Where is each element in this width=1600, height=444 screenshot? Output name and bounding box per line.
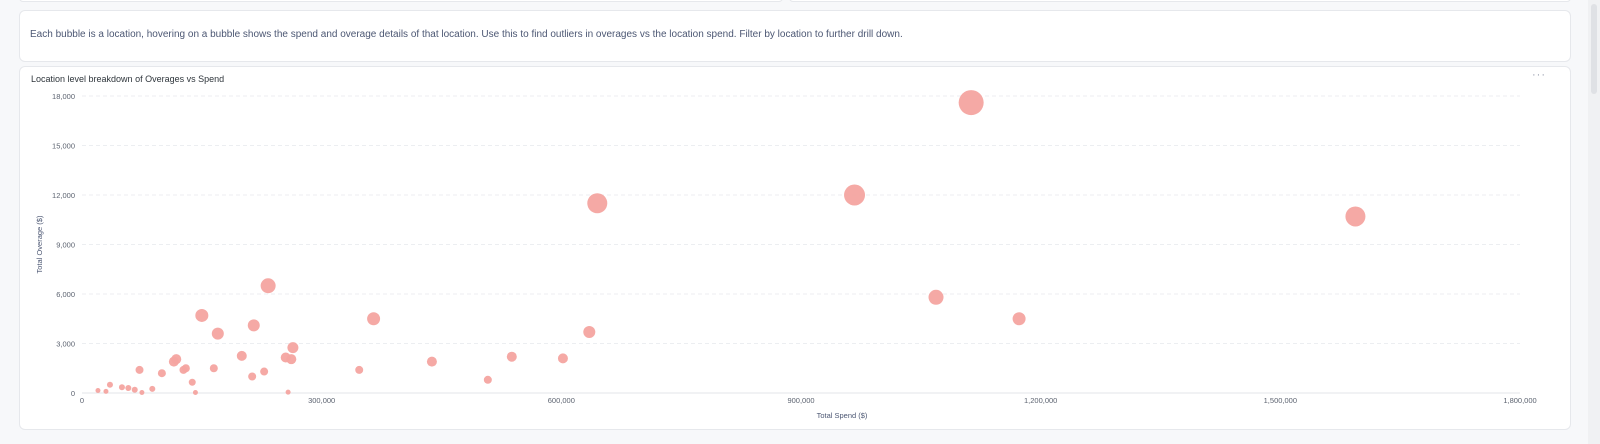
x-tick-label: 300,000 bbox=[308, 396, 335, 405]
data-point[interactable] bbox=[135, 365, 144, 374]
data-point[interactable] bbox=[355, 365, 364, 374]
y-tick-label: 9,000 bbox=[56, 241, 75, 250]
data-point[interactable] bbox=[1345, 206, 1366, 227]
y-tick-label: 18,000 bbox=[52, 92, 75, 101]
data-point[interactable] bbox=[171, 354, 182, 365]
y-tick-label: 0 bbox=[71, 389, 75, 398]
scrollbar-thumb[interactable] bbox=[1591, 4, 1597, 94]
data-point[interactable] bbox=[247, 319, 260, 332]
x-axis-label: Total Spend ($) bbox=[817, 411, 868, 420]
data-point[interactable] bbox=[367, 312, 381, 326]
chart-title: Location level breakdown of Overages vs … bbox=[31, 74, 225, 84]
data-point[interactable] bbox=[149, 385, 156, 392]
data-point[interactable] bbox=[139, 390, 145, 396]
description-card: Each bubble is a location, hovering on a… bbox=[19, 10, 1571, 62]
description-text: Each bubble is a location, hovering on a… bbox=[30, 29, 903, 40]
x-tick-label: 600,000 bbox=[548, 396, 575, 405]
data-point[interactable] bbox=[1012, 312, 1026, 326]
data-point[interactable] bbox=[157, 369, 166, 378]
data-point[interactable] bbox=[587, 193, 608, 214]
data-point[interactable] bbox=[131, 386, 138, 393]
data-point[interactable] bbox=[209, 364, 218, 373]
data-point[interactable] bbox=[236, 350, 247, 361]
data-point[interactable] bbox=[958, 90, 984, 116]
data-point[interactable] bbox=[844, 184, 866, 206]
y-tick-label: 3,000 bbox=[56, 340, 75, 349]
data-point[interactable] bbox=[106, 381, 113, 388]
data-point[interactable] bbox=[426, 356, 437, 367]
more-options-icon[interactable]: ··· bbox=[1532, 69, 1546, 81]
x-tick-label: 1,200,000 bbox=[1024, 396, 1057, 405]
data-point[interactable] bbox=[285, 389, 291, 395]
data-point[interactable] bbox=[583, 325, 596, 338]
data-point[interactable] bbox=[95, 388, 101, 394]
data-point[interactable] bbox=[188, 378, 196, 386]
chart-card: Location level breakdown of Overages vs … bbox=[19, 66, 1571, 430]
data-point[interactable] bbox=[181, 364, 190, 373]
data-point[interactable] bbox=[483, 375, 492, 384]
y-tick-label: 12,000 bbox=[52, 191, 75, 200]
x-tick-label: 0 bbox=[80, 396, 84, 405]
data-point[interactable] bbox=[248, 372, 257, 381]
data-point[interactable] bbox=[506, 351, 517, 362]
y-tick-label: 6,000 bbox=[56, 290, 75, 299]
data-point[interactable] bbox=[286, 354, 297, 365]
data-point[interactable] bbox=[287, 342, 299, 354]
data-point[interactable] bbox=[928, 289, 944, 305]
data-point[interactable] bbox=[118, 384, 125, 391]
data-point[interactable] bbox=[211, 327, 224, 340]
data-point[interactable] bbox=[103, 388, 109, 394]
data-point[interactable] bbox=[557, 353, 568, 364]
x-tick-label: 1,500,000 bbox=[1264, 396, 1297, 405]
page-scrollbar[interactable] bbox=[1588, 0, 1600, 444]
x-tick-label: 900,000 bbox=[787, 396, 814, 405]
data-point[interactable] bbox=[125, 385, 132, 392]
x-tick-label: 1,800,000 bbox=[1503, 396, 1536, 405]
data-point[interactable] bbox=[195, 308, 209, 322]
y-tick-label: 15,000 bbox=[52, 142, 75, 151]
data-point[interactable] bbox=[260, 367, 269, 376]
data-point[interactable] bbox=[192, 390, 198, 396]
y-axis-label: Total Overage ($) bbox=[35, 215, 44, 273]
data-point[interactable] bbox=[260, 278, 276, 294]
